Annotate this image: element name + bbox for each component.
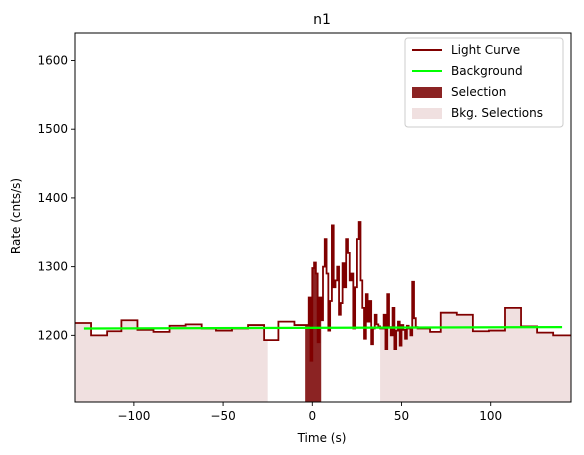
legend-label-selection: Selection bbox=[451, 85, 506, 99]
legend: Light Curve Background Selection Bkg. Selec… bbox=[404, 37, 564, 128]
legend-swatch-selection bbox=[412, 87, 442, 98]
x-tick-label: −50 bbox=[210, 409, 235, 423]
x-tick-label: 100 bbox=[479, 409, 502, 423]
background-line bbox=[83, 326, 563, 330]
x-tick-label: 0 bbox=[308, 409, 316, 423]
x-tick-label: 50 bbox=[394, 409, 409, 423]
x-axis-label: Time (s) bbox=[297, 431, 347, 445]
legend-label-light-curve: Light Curve bbox=[451, 43, 520, 57]
plot-frame bbox=[74, 32, 572, 403]
y-tick-label: 1200 bbox=[37, 328, 68, 342]
y-tick-label: 1300 bbox=[37, 260, 68, 274]
y-tick-label: 1500 bbox=[37, 122, 68, 136]
y-axis-label: Rate (cnts/s) bbox=[9, 178, 23, 254]
axes: −100 −50 0 50 100 1200 1300 1400 1500 1600 bbox=[37, 32, 572, 423]
legend-swatch-bkg-selections bbox=[412, 108, 442, 119]
light-curve-line bbox=[75, 221, 571, 362]
bkg-selection-area-2 bbox=[380, 281, 571, 402]
plot-content bbox=[75, 221, 571, 402]
legend-label-background: Background bbox=[451, 64, 523, 78]
x-tick-label: −100 bbox=[117, 409, 150, 423]
chart-title: n1 bbox=[313, 12, 331, 28]
y-tick-label: 1600 bbox=[37, 53, 68, 67]
legend-box bbox=[404, 37, 564, 128]
y-tick-label: 1400 bbox=[37, 191, 68, 205]
legend-label-bkg-selections: Bkg. Selections bbox=[451, 106, 543, 120]
plot-area bbox=[75, 221, 571, 402]
bkg-selection-area-1 bbox=[75, 320, 268, 402]
